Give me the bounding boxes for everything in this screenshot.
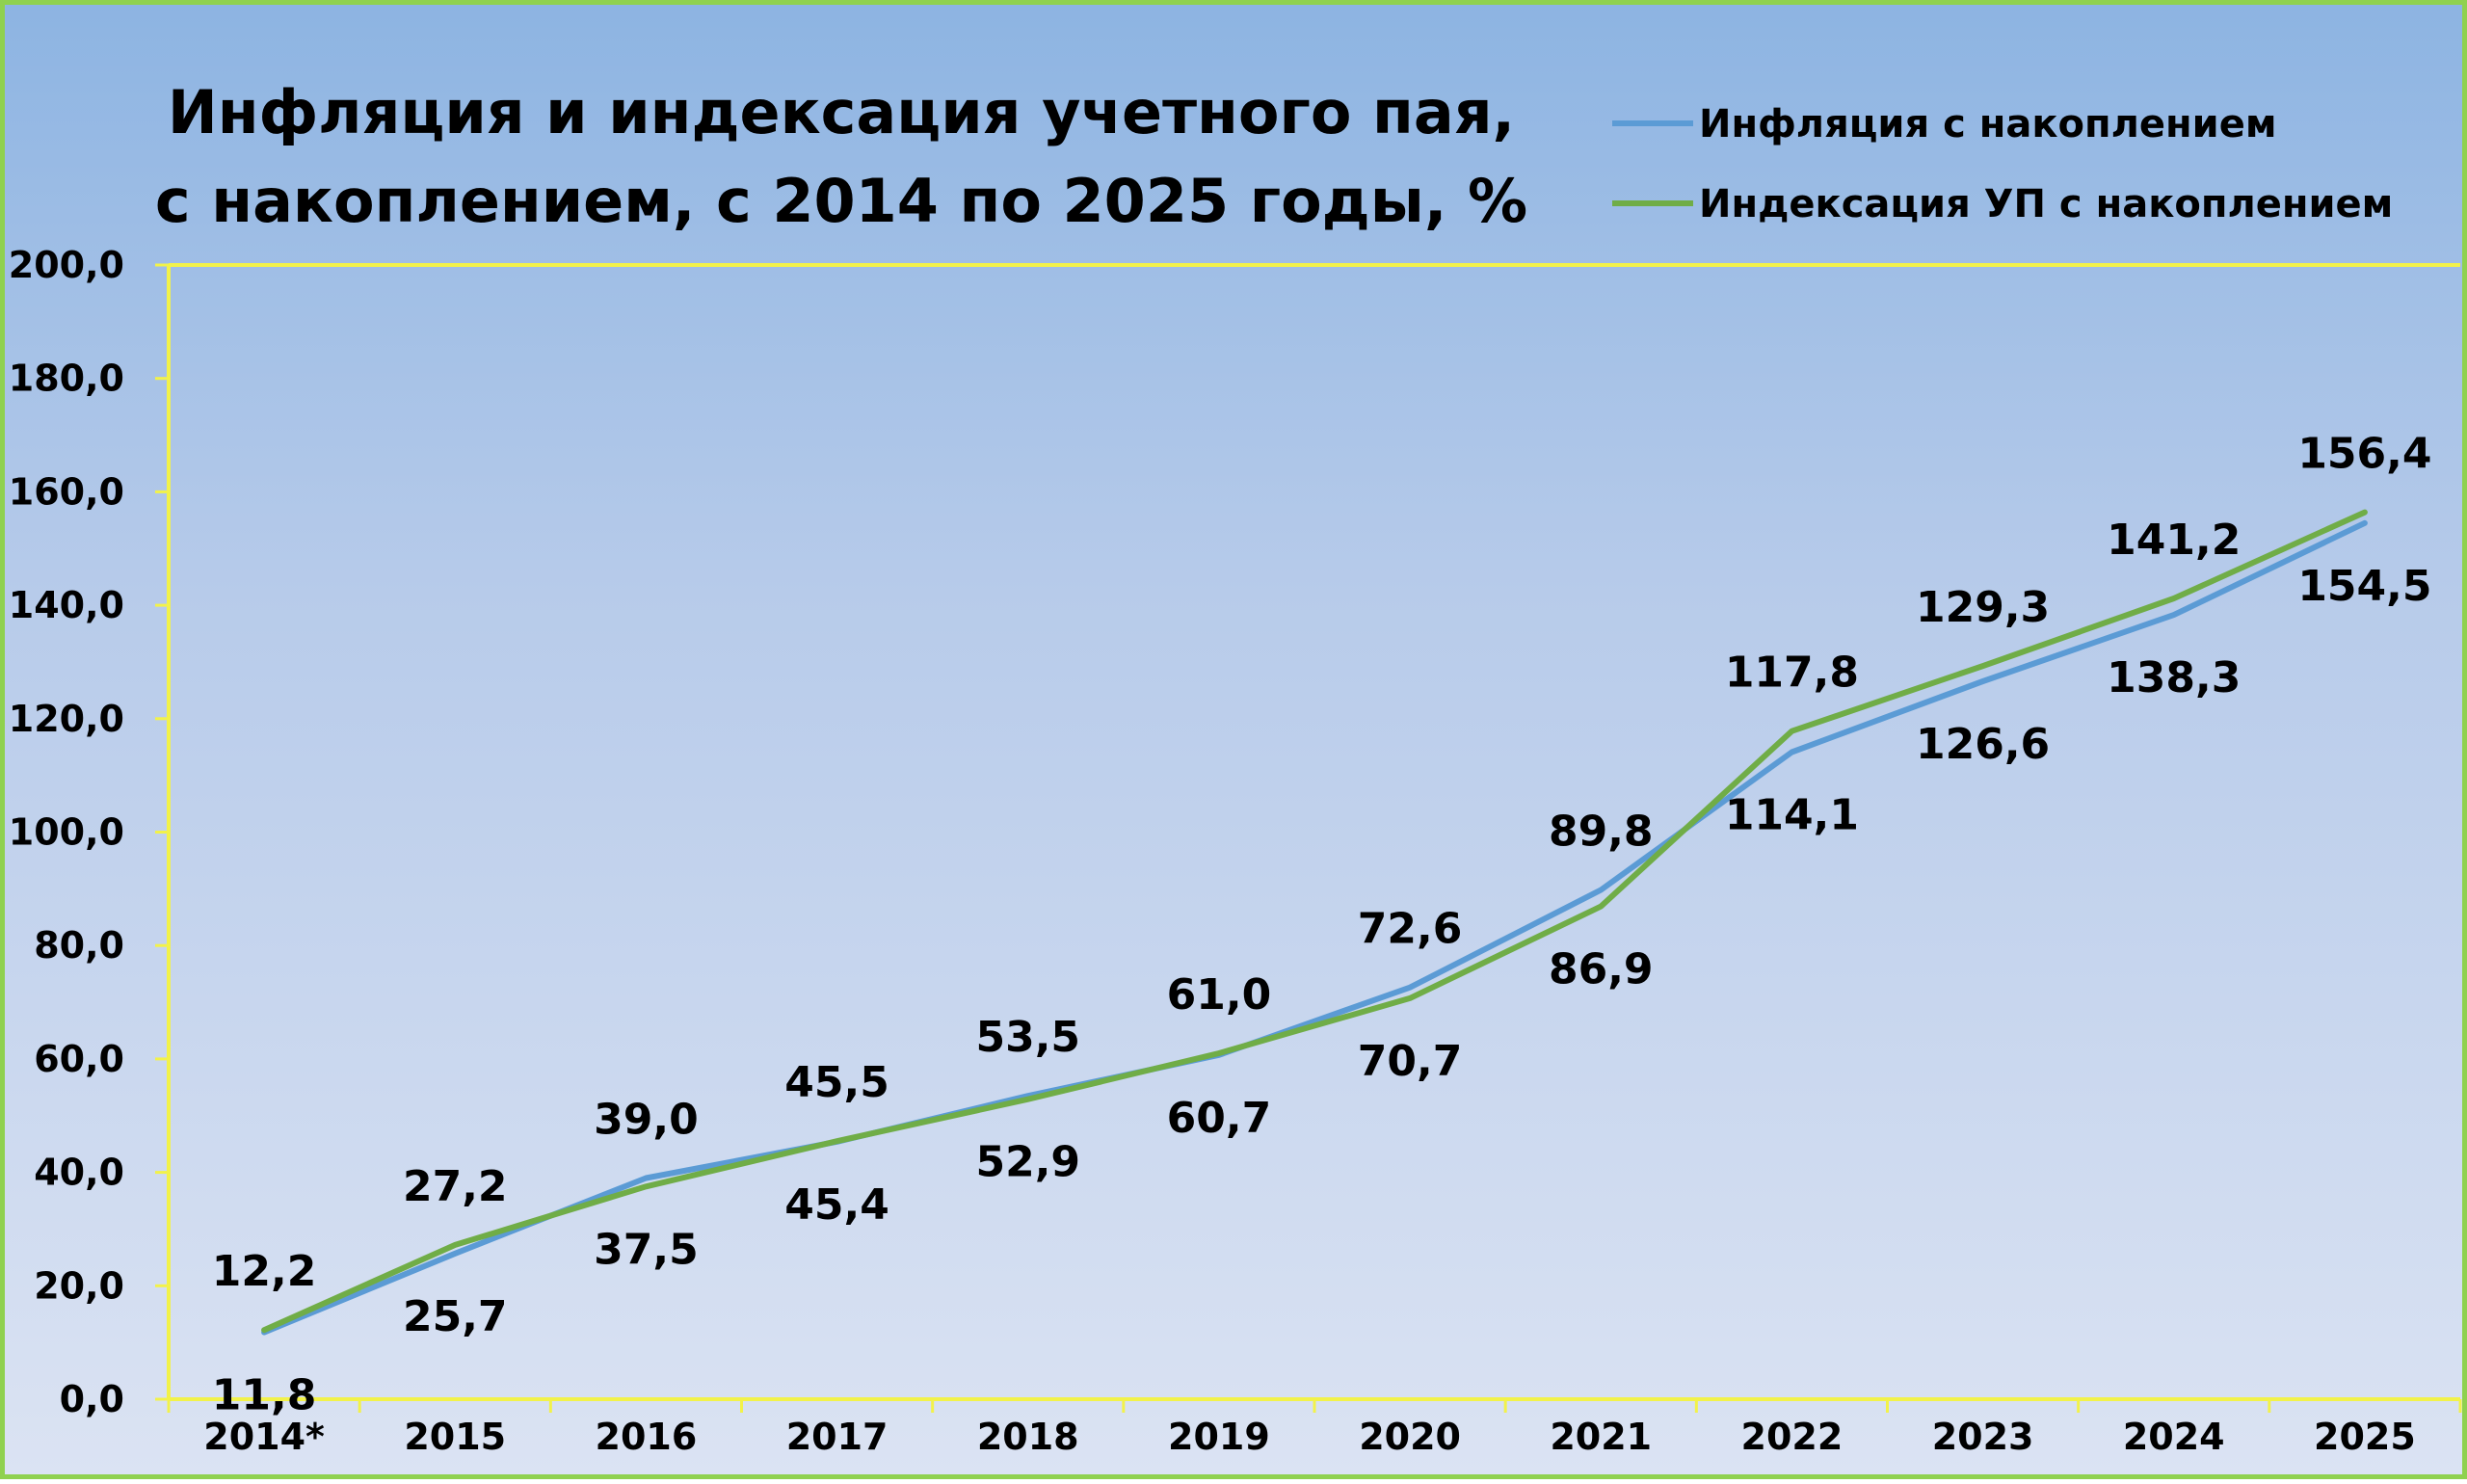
chart-title: Инфляция и индексация учетного пая, с на… bbox=[155, 77, 1527, 236]
data-label-indexation: 45,5 bbox=[784, 1058, 889, 1107]
data-label-inflation: 39,0 bbox=[594, 1095, 699, 1144]
data-label-inflation: 11,8 bbox=[212, 1371, 317, 1420]
data-point-inflation bbox=[1791, 752, 1792, 754]
data-point-indexation bbox=[1218, 1052, 1220, 1054]
data-label-inflation: 25,7 bbox=[403, 1292, 508, 1341]
data-point-inflation bbox=[1027, 1095, 1029, 1097]
data-label-indexation: 117,8 bbox=[1725, 649, 1859, 698]
data-point-inflation bbox=[2173, 614, 2175, 616]
data-label-indexation: 52,9 bbox=[975, 1138, 1080, 1187]
data-label-inflation: 114,1 bbox=[1725, 791, 1859, 840]
data-point-inflation bbox=[454, 1253, 456, 1255]
y-tick-label: 140,0 bbox=[9, 584, 124, 626]
data-label-indexation: 70,7 bbox=[1358, 1037, 1463, 1086]
x-tick-label: 2020 bbox=[1359, 1416, 1461, 1458]
data-label-inflation: 45,4 bbox=[784, 1180, 889, 1230]
data-point-indexation bbox=[1791, 730, 1792, 732]
x-tick-label: 2022 bbox=[1741, 1416, 1844, 1458]
data-label-indexation: 37,5 bbox=[594, 1225, 699, 1274]
line-chart: Инфляция и индексация учетного пая, с на… bbox=[9, 77, 2462, 1458]
chart-title-line-1: Инфляция и индексация учетного пая, bbox=[168, 77, 1515, 147]
y-tick-label: 0,0 bbox=[60, 1378, 124, 1420]
data-point-indexation bbox=[1027, 1099, 1029, 1100]
data-point-indexation bbox=[2364, 512, 2366, 514]
x-tick-label: 2023 bbox=[1932, 1416, 2034, 1458]
data-label-inflation: 154,5 bbox=[2297, 562, 2431, 611]
x-tick-label: 2014* bbox=[203, 1416, 325, 1458]
data-label-inflation: 89,8 bbox=[1549, 808, 1654, 857]
series-line-indexation bbox=[261, 509, 2368, 1334]
series-line-inflation bbox=[261, 519, 2368, 1336]
data-point-indexation bbox=[1600, 906, 1602, 908]
y-tick-label: 160,0 bbox=[9, 470, 124, 513]
y-tick-label: 200,0 bbox=[9, 244, 124, 286]
data-point-indexation bbox=[2173, 597, 2175, 599]
data-point-indexation bbox=[645, 1185, 647, 1187]
data-label-indexation: 86,9 bbox=[1549, 945, 1654, 994]
data-label-indexation: 12,2 bbox=[212, 1247, 317, 1296]
series-lines bbox=[261, 509, 2368, 1336]
data-point-indexation bbox=[1409, 997, 1411, 999]
x-axis-ticks: 2014* 2015 2016 2017 2018 2019 2020 2021 2022 202… bbox=[167, 1399, 2462, 1458]
data-label-inflation: 126,6 bbox=[1916, 720, 2050, 769]
data-labels: 11,8 12,2 25,7 27,2 39,0 37,5 45,4 45,5 53,5 52,9… bbox=[212, 430, 2432, 1420]
x-tick-label: 2025 bbox=[2314, 1416, 2416, 1458]
y-tick-label: 40,0 bbox=[34, 1152, 124, 1194]
data-label-indexation: 61,0 bbox=[1167, 970, 1272, 1020]
chart-title-line-2: с накоплением, с 2014 по 2025 годы, % bbox=[155, 166, 1527, 236]
legend-label-inflation: Инфляция с накоплением bbox=[1699, 102, 2277, 146]
data-point-indexation bbox=[454, 1244, 456, 1246]
legend-label-indexation: Индексация УП с накоплением bbox=[1699, 182, 2393, 226]
x-tick-label: 2017 bbox=[786, 1416, 889, 1458]
data-label-indexation: 129,3 bbox=[1916, 583, 2050, 632]
data-label-inflation: 60,7 bbox=[1167, 1094, 1272, 1143]
y-tick-label: 120,0 bbox=[9, 698, 124, 740]
x-tick-label: 2016 bbox=[596, 1416, 698, 1458]
data-label-indexation: 156,4 bbox=[2297, 430, 2431, 479]
y-tick-label: 20,0 bbox=[34, 1264, 124, 1307]
data-point-indexation bbox=[263, 1329, 265, 1331]
data-label-inflation: 138,3 bbox=[2107, 653, 2241, 702]
x-tick-label: 2019 bbox=[1168, 1416, 1270, 1458]
data-point-indexation bbox=[1982, 665, 1984, 667]
data-label-indexation: 141,2 bbox=[2107, 516, 2241, 565]
data-point-inflation bbox=[1600, 889, 1602, 891]
data-point-inflation bbox=[1982, 680, 1984, 682]
x-tick-label: 2021 bbox=[1550, 1416, 1652, 1458]
data-point-inflation bbox=[2364, 522, 2366, 524]
data-label-inflation: 72,6 bbox=[1358, 905, 1463, 954]
x-tick-label: 2015 bbox=[404, 1416, 506, 1458]
legend: Инфляция с накоплением Индексация УП с н… bbox=[1612, 102, 2393, 226]
y-tick-label: 80,0 bbox=[34, 924, 124, 967]
y-axis-ticks: 0,0 20,0 40,0 60,0 80,0 100,0 120,0 140,0 160,0 1… bbox=[9, 244, 169, 1420]
data-label-indexation: 27,2 bbox=[403, 1162, 508, 1211]
x-tick-label: 2018 bbox=[977, 1416, 1079, 1458]
y-tick-label: 180,0 bbox=[9, 358, 124, 400]
y-tick-label: 100,0 bbox=[9, 811, 124, 854]
data-label-inflation: 53,5 bbox=[975, 1013, 1080, 1062]
y-tick-label: 60,0 bbox=[34, 1038, 124, 1080]
data-point-indexation bbox=[836, 1140, 838, 1142]
x-tick-label: 2024 bbox=[2123, 1416, 2225, 1458]
data-point-inflation bbox=[645, 1177, 647, 1179]
data-point-inflation bbox=[1409, 987, 1411, 989]
